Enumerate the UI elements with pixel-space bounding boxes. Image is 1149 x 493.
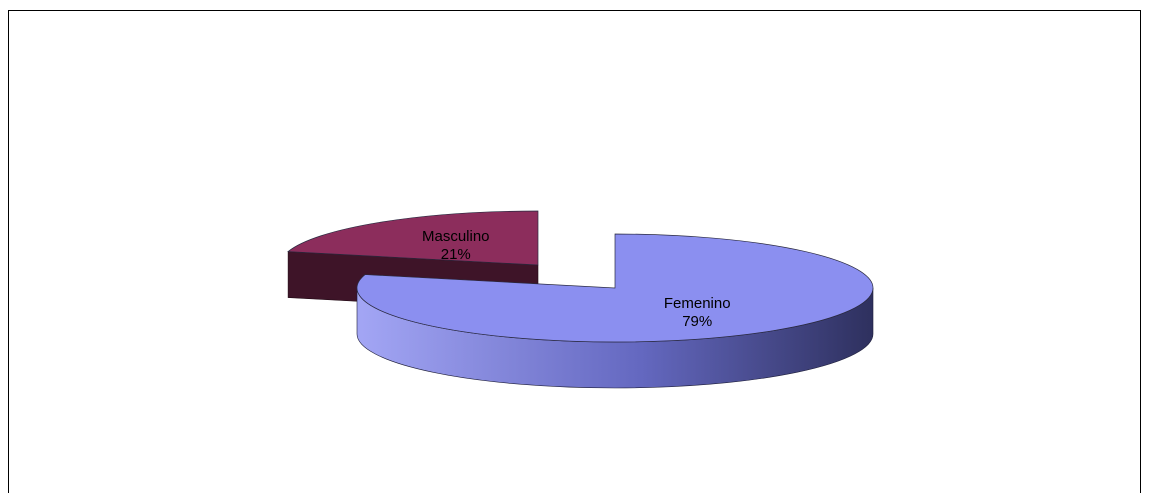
slices-layer	[287, 210, 874, 389]
slice-value-femenino: 79%	[682, 313, 712, 330]
pie-top-femenino	[356, 233, 874, 343]
slice-label-masculino: Masculino	[422, 228, 490, 245]
slice-value-masculino: 21%	[441, 246, 471, 263]
pie-top-masculino	[287, 210, 539, 266]
chart-frame	[8, 10, 1141, 493]
pie-slice-femenino	[356, 233, 874, 389]
slice-label-femenino: Femenino	[664, 295, 731, 312]
